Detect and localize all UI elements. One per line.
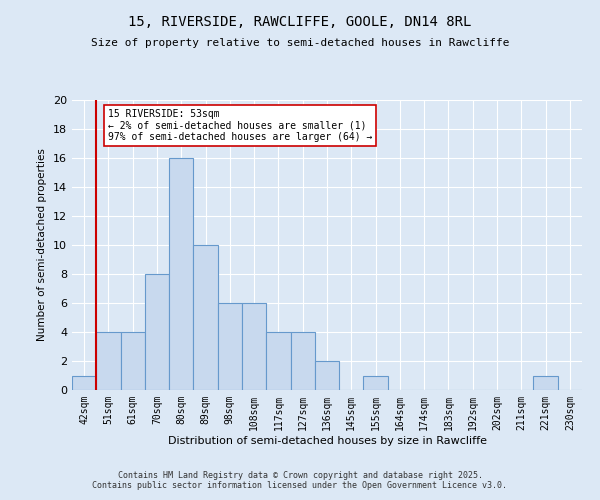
Bar bbox=[121, 332, 145, 390]
Y-axis label: Number of semi-detached properties: Number of semi-detached properties bbox=[37, 148, 47, 342]
Text: 15 RIVERSIDE: 53sqm
← 2% of semi-detached houses are smaller (1)
97% of semi-det: 15 RIVERSIDE: 53sqm ← 2% of semi-detache… bbox=[108, 108, 372, 142]
Bar bbox=[290, 332, 315, 390]
Bar bbox=[266, 332, 290, 390]
Bar bbox=[96, 332, 121, 390]
Bar bbox=[315, 361, 339, 390]
Bar bbox=[533, 376, 558, 390]
Bar bbox=[145, 274, 169, 390]
Bar bbox=[72, 376, 96, 390]
Bar bbox=[193, 245, 218, 390]
Bar bbox=[364, 376, 388, 390]
Bar bbox=[242, 303, 266, 390]
Bar bbox=[218, 303, 242, 390]
Text: Size of property relative to semi-detached houses in Rawcliffe: Size of property relative to semi-detach… bbox=[91, 38, 509, 48]
Text: Contains HM Land Registry data © Crown copyright and database right 2025.
Contai: Contains HM Land Registry data © Crown c… bbox=[92, 470, 508, 490]
Text: 15, RIVERSIDE, RAWCLIFFE, GOOLE, DN14 8RL: 15, RIVERSIDE, RAWCLIFFE, GOOLE, DN14 8R… bbox=[128, 15, 472, 29]
Bar bbox=[169, 158, 193, 390]
X-axis label: Distribution of semi-detached houses by size in Rawcliffe: Distribution of semi-detached houses by … bbox=[167, 436, 487, 446]
